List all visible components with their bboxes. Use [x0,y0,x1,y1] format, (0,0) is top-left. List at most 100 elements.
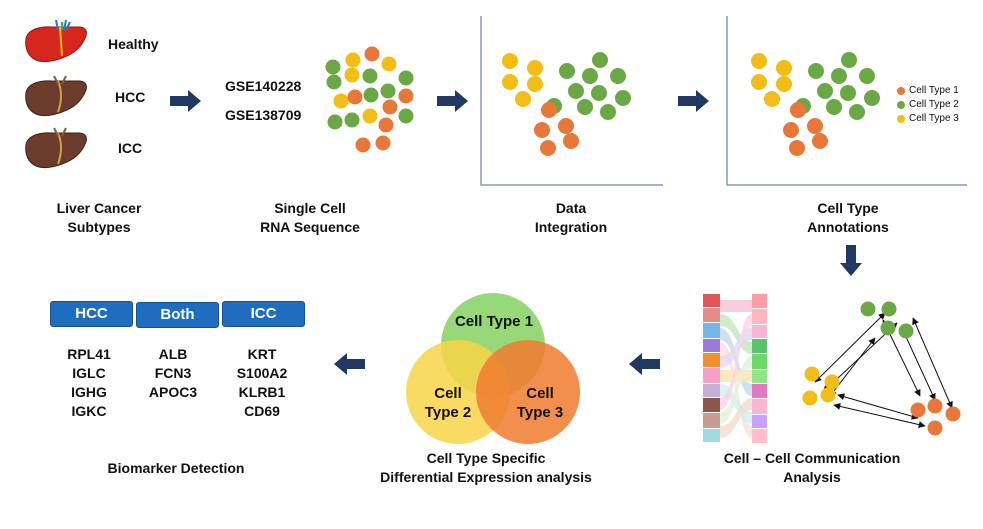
communication-caption: Cell – Cell Communication Analysis [724,449,901,487]
both-gene-3: APOC3 [148,384,198,400]
sankey-right-node [752,399,767,414]
icc-gene-1: KRT [247,346,277,362]
differential-caption-line2: Differential Expression analysis [380,469,592,485]
cluster-cell-dot [840,85,856,101]
cluster-cell-dot [776,76,792,92]
hcc-gene-1: RPL41 [67,346,111,362]
integration-caption: Data Integration [535,199,607,237]
healthy-liver-icon [25,19,87,63]
cluster-cell-dot [582,68,598,84]
mixed-cell-dot [380,83,396,99]
sankey-right-node [752,294,767,308]
cluster-cell-dot [789,140,805,156]
icc-gene-3: KLRB1 [238,384,286,400]
mixed-cell-dot [382,99,398,115]
cluster-cell-dot [534,122,550,138]
venn-label-type2-line2: Type 2 [424,404,472,421]
network-cell-dot [860,301,876,317]
mixed-cell-dot [362,108,378,124]
subtypes-caption: Liver Cancer Subtypes [57,199,142,237]
communication-caption-line2: Analysis [783,469,841,485]
arrow-right-icon [437,90,468,112]
venn-label-type2: Cell Type 2 [425,384,471,422]
legend-item-type3: Cell Type 3 [897,112,959,126]
cluster-cell-dot [515,91,531,107]
icc-gene-list: KRT S100A2 KLRB1 CD69 [237,345,288,421]
sequence-caption: Single Cell RNA Sequence [260,199,360,237]
sankey-right-column [752,294,767,443]
network-cell-dot [802,390,818,406]
cluster-cell-dot [592,52,608,68]
biomarker-caption: Biomarker Detection [107,460,245,476]
annotation-plot-axes [726,16,967,186]
network-cell-dot [945,406,961,422]
annotation-caption: Cell Type Annotations [807,199,889,237]
sankey-flow [720,314,752,354]
legend-dot-type3 [897,115,905,123]
hcc-gene-list: RPL41 IGLC IGHG IGKC [67,345,111,421]
mixed-cell-dot [398,88,414,104]
sankey-left-node [703,353,720,367]
venn-circle-type3 [476,340,580,444]
cluster-cell-dot [751,53,767,69]
hcc-gene-2: IGLC [72,365,106,381]
cluster-cell-dot [527,60,543,76]
mixed-cell-dot [375,135,391,151]
hcc-gene-3: IGHG [71,384,107,400]
cluster-cell-dot [808,63,824,79]
healthy-label: Healthy [108,36,159,52]
communication-caption-line1: Cell – Cell Communication [723,450,901,466]
sankey-plot [703,294,767,443]
sankey-left-node [703,413,720,428]
venn-diagram [406,293,580,444]
flow-arrows [170,90,862,375]
cell-clusters [325,46,880,156]
mixed-cell-dot [345,52,361,68]
sankey-right-node [752,309,767,324]
sankey-right-node [752,339,767,353]
sankey-flow [720,356,752,424]
icc-liver-icon [25,127,87,169]
hcc-gene-4: IGKC [71,403,107,419]
network-cell-dot [927,420,943,436]
annotation-caption-line1: Cell Type [817,200,879,216]
legend-dot-type1 [897,87,905,95]
cluster-cell-dot [864,90,880,106]
sankey-left-node [703,339,720,352]
cluster-cell-dot [563,133,579,149]
sequence-caption-line1: Single Cell [274,200,346,216]
both-gene-2: FCN3 [154,365,192,381]
legend-label-type3: Cell Type 3 [909,113,959,124]
cluster-cell-dot [559,63,575,79]
mixed-cell-dot [344,67,360,83]
mixed-cell-dot [344,112,360,128]
hcc-header: HCC [50,301,133,327]
sankey-left-node [703,294,720,307]
sankey-right-node [752,370,767,383]
mixed-cell-dot [378,117,394,133]
icc-gene-2: S100A2 [236,365,288,381]
sankey-left-column [703,294,720,442]
interaction-arrow [912,317,953,409]
network-cell-dot [898,323,914,339]
sankey-flow [720,314,752,410]
cluster-cell-dot [610,68,626,84]
interaction-arrow [901,327,936,401]
sankey-flows [720,300,752,438]
differential-caption-line1: Cell Type Specific [426,450,546,466]
differential-caption: Cell Type Specific Differential Expressi… [380,449,592,487]
cluster-cell-dot [783,122,799,138]
legend-dot-type2 [897,101,905,109]
annotation-caption-line2: Annotations [807,219,889,235]
cluster-cell-dot [826,99,842,115]
mixed-cell-dot [327,114,343,130]
cluster-cell-dot [577,99,593,115]
mixed-cell-dot [363,87,379,103]
legend-item-type1: Cell Type 1 [897,84,959,98]
cluster-cell-dot [776,60,792,76]
cluster-cell-dot [849,104,865,120]
sankey-left-node [703,308,720,322]
venn-label-type1: Cell Type 1 [454,313,534,330]
